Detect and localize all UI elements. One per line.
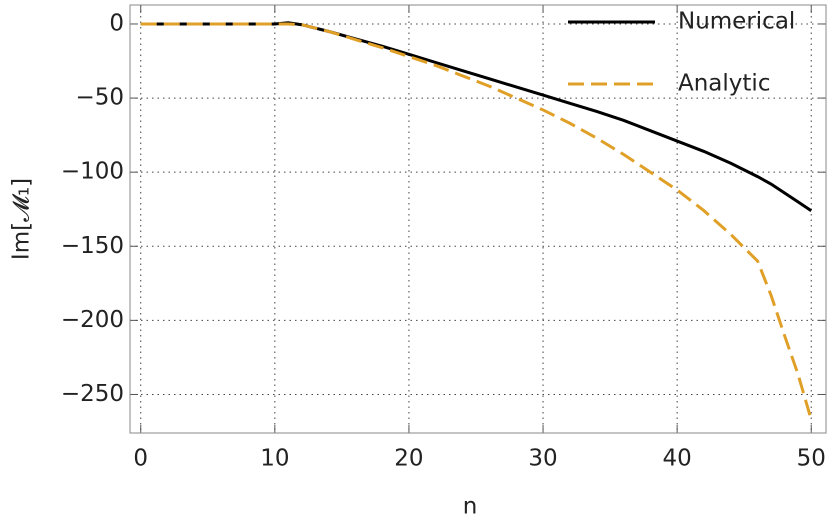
x-tick-label: 30 — [528, 446, 557, 472]
plot-frame — [129, 4, 827, 434]
y-tick-label: −150 — [61, 233, 124, 259]
x-tick-label: 10 — [260, 446, 289, 472]
legend-label: Analytic — [678, 71, 770, 97]
y-tick-label: −250 — [61, 381, 124, 407]
y-axis-label: Im[𝓜₁] — [9, 178, 35, 260]
legend-label: Numerical — [678, 9, 795, 35]
x-axis-label: n — [463, 494, 478, 520]
x-tick-label: 50 — [797, 446, 826, 472]
x-tick-label: 20 — [394, 446, 423, 472]
y-tick-label: −50 — [75, 85, 124, 111]
series-line — [140, 21, 813, 212]
series-line — [140, 22, 813, 421]
y-tick-label: 0 — [109, 10, 124, 36]
x-tick-label: 0 — [133, 446, 148, 472]
x-tick-label: 40 — [663, 446, 692, 472]
y-tick-label: −200 — [61, 307, 124, 333]
y-tick-label: −100 — [61, 159, 124, 185]
